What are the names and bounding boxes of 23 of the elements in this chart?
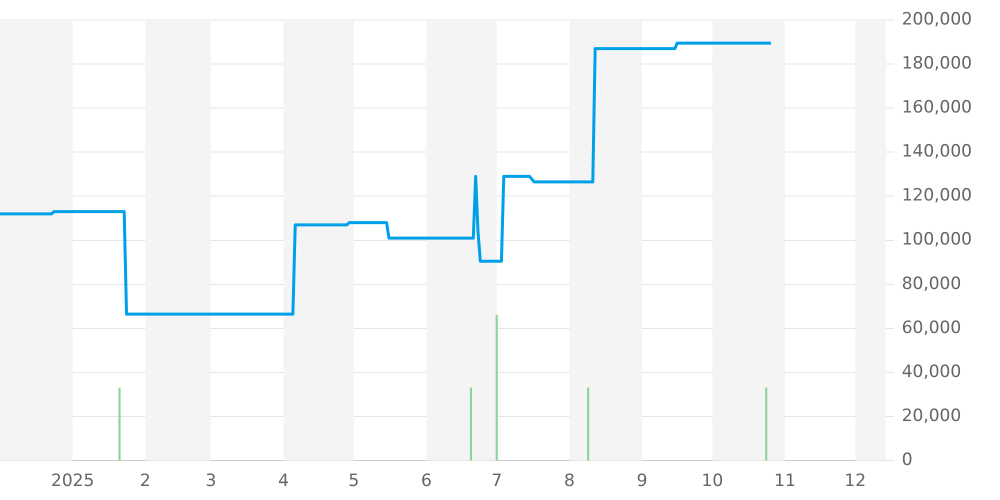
- y-tick-label: 100,000: [902, 230, 972, 250]
- y-tick-label: 0: [902, 450, 913, 470]
- y-tick-label: 180,000: [902, 53, 972, 74]
- x-tick-label: 5: [348, 471, 360, 492]
- y-tick-label: 60,000: [902, 318, 962, 338]
- y-tick-label: 200,000: [902, 9, 972, 30]
- x-tick-label: 3: [205, 471, 216, 492]
- x-tick-label: 11: [774, 471, 796, 492]
- y-tick-label: 160,000: [902, 98, 972, 118]
- y-tick-label: 20,000: [902, 406, 962, 426]
- x-tick-label: 2025: [51, 471, 94, 492]
- x-tick-label: 12: [844, 471, 866, 492]
- y-tick-label: 80,000: [902, 274, 962, 294]
- x-tick-label: 4: [278, 471, 289, 492]
- y-tick-label: 140,000: [902, 142, 972, 162]
- x-tick-label: 7: [491, 471, 502, 492]
- y-tick-label: 120,000: [902, 186, 972, 206]
- x-tick-label: 2: [140, 471, 151, 492]
- x-tick-label: 10: [701, 471, 724, 492]
- x-tick-label: 6: [421, 471, 432, 492]
- x-tick-label: 9: [636, 471, 648, 492]
- x-tick-label: 8: [564, 471, 575, 492]
- y-tick-label: 40,000: [902, 362, 962, 382]
